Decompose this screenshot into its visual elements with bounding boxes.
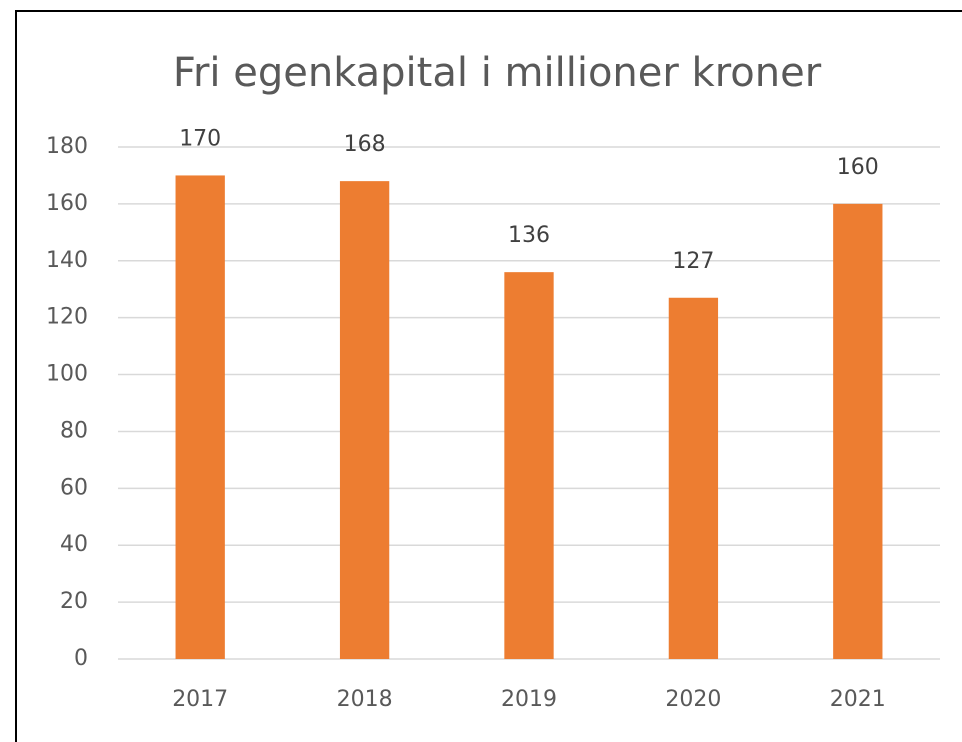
bar: [175, 175, 225, 659]
data-label: 170: [179, 126, 221, 151]
data-label: 127: [672, 249, 714, 274]
x-tick-label: 2017: [172, 687, 228, 712]
data-label: 160: [837, 155, 879, 180]
bar: [504, 272, 554, 659]
y-tick-label: 100: [46, 362, 88, 387]
y-tick-label: 140: [46, 248, 88, 273]
y-tick-label: 120: [46, 305, 88, 330]
x-tick-label: 2021: [830, 687, 886, 712]
y-tick-label: 60: [60, 475, 88, 500]
chart-border: [15, 10, 962, 742]
y-tick-label: 180: [46, 134, 88, 159]
x-tick-label: 2018: [337, 687, 393, 712]
y-tick-label: 20: [60, 589, 88, 614]
x-tick-label: 2020: [665, 687, 721, 712]
x-tick-label: 2019: [501, 687, 557, 712]
y-tick-label: 40: [60, 532, 88, 557]
bar: [833, 203, 883, 659]
bar: [668, 297, 719, 659]
bar: [339, 181, 390, 659]
y-tick-label: 80: [60, 418, 88, 443]
data-label: 168: [344, 132, 386, 157]
chart-title: Fri egenkapital i millioner kroner: [173, 50, 822, 96]
y-tick-label: 0: [74, 646, 88, 671]
data-label: 136: [508, 223, 550, 248]
y-tick-label: 160: [46, 191, 88, 216]
